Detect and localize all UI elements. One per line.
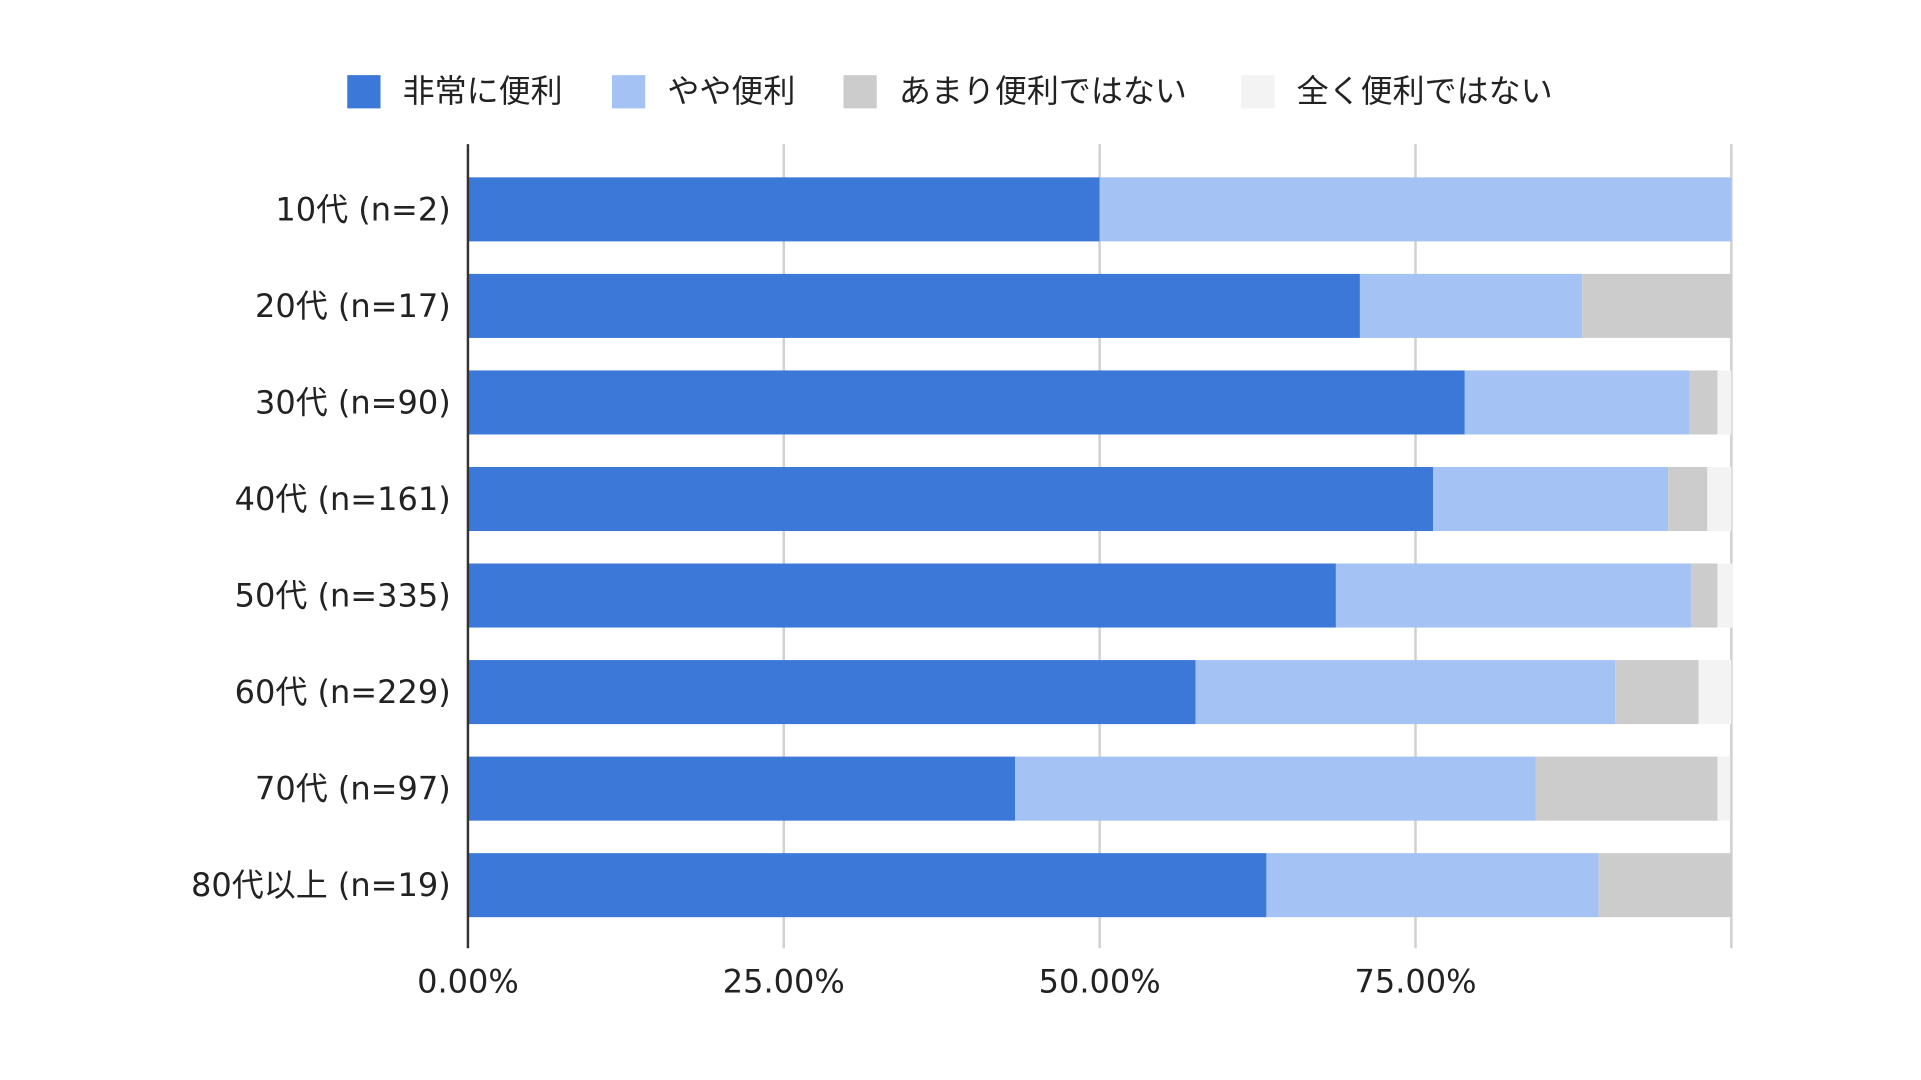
bar-segment [1359,273,1583,338]
category-label: 60代 (n=229) [235,673,451,711]
legend: 非常に便利 やや便利 あまり便利ではない 全く便利ではない [347,72,1553,110]
bar-segment [1433,466,1669,532]
bar-segment [467,756,1015,821]
x-tick-label: 75.00% [1354,963,1476,1001]
bar-segment [467,853,1267,918]
category-label: 70代 (n=97) [255,770,451,808]
gridlines [782,144,1733,949]
category-label: 50代 (n=335) [235,577,451,615]
x-tick-label: 50.00% [1039,963,1161,1001]
x-tick-label: 0.00% [417,963,519,1001]
bars [467,177,1733,918]
bar-segment [1698,660,1732,725]
category-label: 30代 (n=90) [255,384,451,422]
bar-segment [1535,756,1718,821]
bar-segment [467,273,1360,338]
bar-segment [1615,660,1699,725]
bar-segment [1464,370,1690,435]
bar-segment [467,177,1100,242]
x-tick-labels: 0.00% 25.00% 50.00% 75.00% [417,963,1476,1001]
category-label: 10代 (n=2) [275,190,450,228]
bar-segment [1717,756,1731,821]
bar-segment [1717,563,1733,628]
category-label: 40代 (n=161) [235,480,451,518]
bar-segment [1195,660,1616,725]
bar-segment [1598,853,1732,918]
bar-segment [1717,370,1732,435]
legend-swatch [612,75,646,109]
bar-segment [1668,466,1708,532]
bar-segment [1690,563,1718,628]
legend-label: 非常に便利 [403,72,563,110]
bar-segment [467,466,1434,532]
category-labels: 10代 (n=2) 20代 (n=17) 30代 (n=90) 40代 (n=161)… [191,190,451,904]
category-label: 80代以上 (n=19) [191,866,451,904]
legend-swatch [843,75,877,109]
bar-segment [1099,177,1732,242]
bar-segment [1335,563,1691,628]
bar-segment [1689,370,1718,435]
bar-segment [467,370,1465,435]
bar-segment [467,660,1196,725]
x-tick-label: 25.00% [723,963,845,1001]
bar-segment [1707,466,1732,532]
category-label: 20代 (n=17) [255,287,451,325]
legend-swatch [1241,75,1275,109]
legend-label: やや便利 [667,72,795,110]
legend-label: 全く便利ではない [1297,72,1553,110]
bar-segment [467,563,1336,628]
legend-swatch [347,75,381,109]
legend-label: あまり便利ではない [899,72,1187,110]
bar-segment [1014,756,1536,821]
bar-segment [1266,853,1599,918]
bar-segment [1582,273,1732,338]
